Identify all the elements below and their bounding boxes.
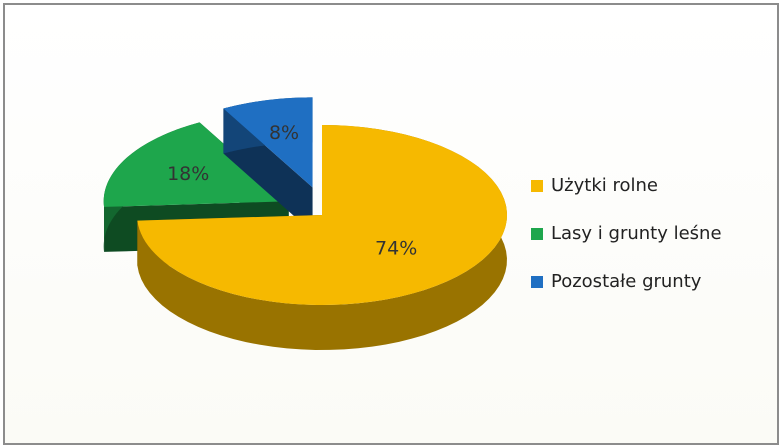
slice <box>103 122 289 207</box>
slice <box>137 125 507 306</box>
legend-label: Pozostałe grunty <box>551 271 702 292</box>
data-label: 74% <box>375 237 417 259</box>
legend-swatch <box>531 180 543 192</box>
data-label: 18% <box>167 163 209 185</box>
pie: 74% 18% 8% <box>103 97 507 350</box>
legend-label: Lasy i grunty leśne <box>551 223 722 244</box>
data-label: 8% <box>269 122 299 144</box>
legend: Użytki rolne Lasy i grunty leśne Pozostałe… <box>531 175 722 292</box>
legend-label: Użytki rolne <box>551 175 658 196</box>
slice <box>223 97 313 188</box>
legend-swatch <box>531 276 543 288</box>
legend-swatch <box>531 228 543 240</box>
